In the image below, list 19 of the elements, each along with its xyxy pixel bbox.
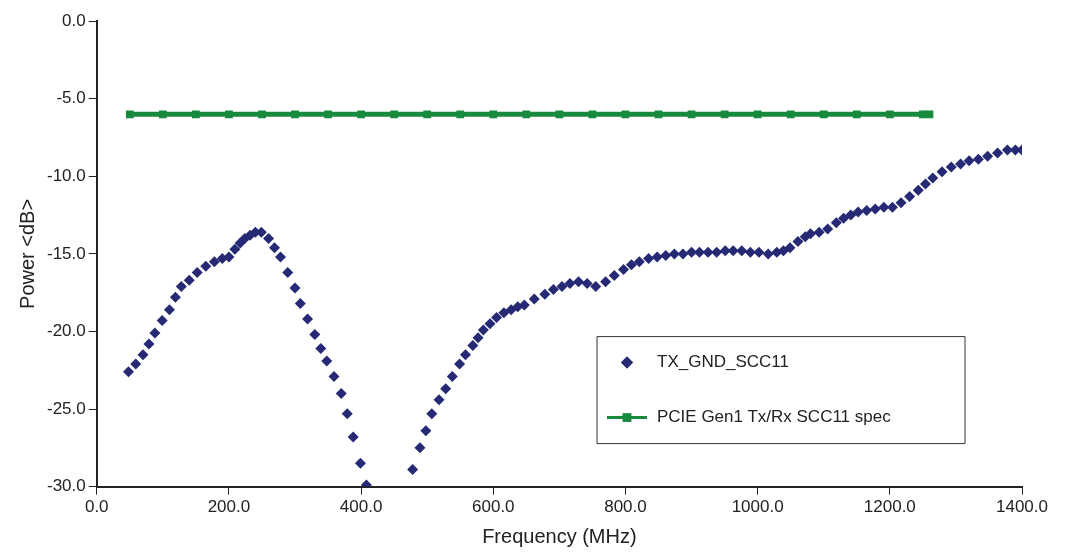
x-tick-label: 600.0 xyxy=(472,497,515,517)
legend-label: TX_GND_SCC11 xyxy=(657,352,789,372)
y-tick-label: -25.0 xyxy=(47,398,86,418)
x-tick-label: 1200.0 xyxy=(863,497,916,517)
x-tick-label: 1400.0 xyxy=(996,497,1048,517)
y-tick-label: 0.0 xyxy=(62,10,86,30)
x-tick-label: 200.0 xyxy=(207,497,251,517)
x-axis-title: Frequency (MHz) xyxy=(482,524,637,547)
x-tick-label: 800.0 xyxy=(604,497,647,517)
y-axis-title: Power <dB> xyxy=(15,198,38,309)
x-tick-label: 400.0 xyxy=(339,497,383,517)
legend-label: PCIE Gen1 Tx/Rx SCC11 spec xyxy=(657,407,892,427)
y-tick-label: -15.0 xyxy=(47,243,86,263)
y-tick-label: -20.0 xyxy=(47,321,86,341)
y-tick-label: -10.0 xyxy=(47,166,86,186)
x-tick-label: 1000.0 xyxy=(731,497,784,517)
y-tick-label: -5.0 xyxy=(56,88,86,108)
x-tick-label: 0.0 xyxy=(84,497,109,517)
y-tick-label: -30.0 xyxy=(47,476,86,496)
